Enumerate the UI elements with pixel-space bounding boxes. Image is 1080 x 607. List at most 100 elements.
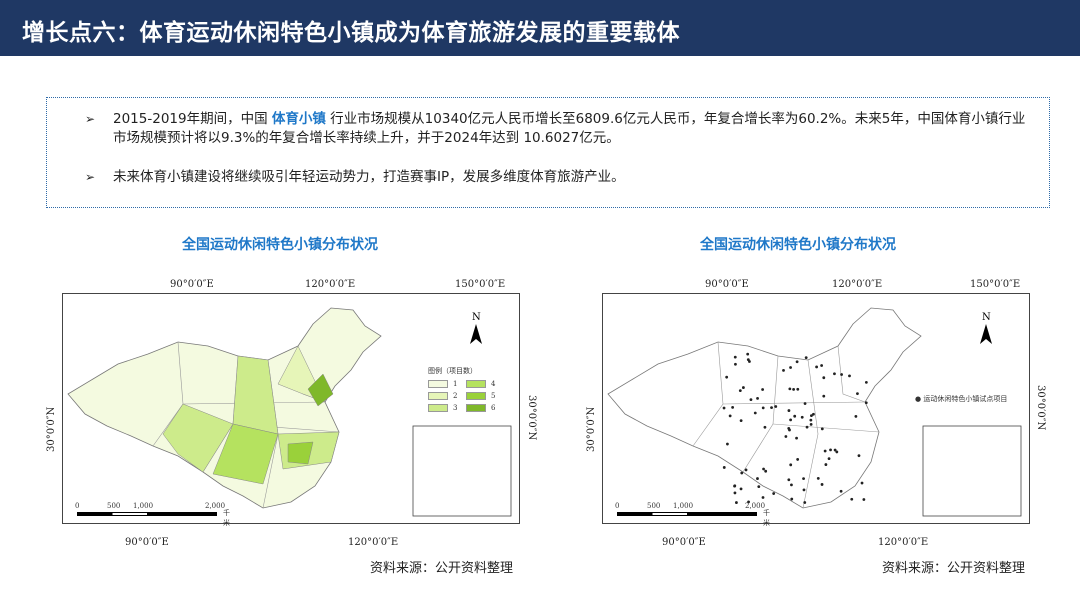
map-title-left: 全国运动休闲特色小镇分布状况	[182, 237, 378, 253]
town-dot	[747, 500, 750, 504]
town-dot	[787, 426, 791, 430]
town-dot	[740, 471, 744, 475]
town-dot	[822, 376, 826, 380]
town-dot	[840, 373, 843, 376]
town-dot	[833, 372, 836, 376]
legend-item: 5	[466, 392, 504, 400]
legend-item: 3	[428, 404, 466, 412]
town-dot	[734, 362, 737, 366]
town-dot	[761, 388, 765, 391]
scale-label: 2,000	[745, 502, 766, 510]
bullet-1: ➢ 2015-2019年期间，中国 体育小镇 行业市场规模从10340亿元人民币…	[85, 110, 1037, 148]
town-dot	[805, 425, 809, 429]
highlight-text: 体育小镇	[271, 111, 326, 127]
legend-item: 6	[466, 404, 504, 412]
town-dot	[735, 501, 738, 504]
town-dot	[746, 358, 750, 362]
town-dot	[815, 365, 819, 369]
scale-label: 0	[75, 502, 80, 510]
coord-label: 30°0′0″N	[586, 406, 597, 452]
china-outline	[67, 307, 382, 509]
legend-item: 4	[466, 380, 504, 388]
town-dot	[857, 454, 861, 458]
town-dot	[772, 492, 776, 495]
town-dot	[803, 501, 807, 504]
town-dot	[820, 427, 824, 431]
coord-label: 120°0′0″E	[832, 279, 883, 290]
province-region	[307, 373, 334, 407]
north-arrow-icon	[980, 324, 992, 344]
town-dot	[733, 491, 737, 495]
scale-label: 2,000	[205, 502, 226, 510]
town-dot	[757, 485, 761, 489]
town-dot	[864, 401, 868, 405]
town-dot	[764, 469, 768, 473]
town-dot	[756, 397, 759, 400]
town-dot	[809, 418, 813, 422]
bullet-text: 行业市场规模从10340亿元人民币增长至6809.6亿元人民币，年复合增长率为6…	[113, 111, 1026, 146]
summary-box: ➢ 2015-2019年期间，中国 体育小镇 行业市场规模从10340亿元人民币…	[46, 97, 1050, 208]
town-dot	[795, 360, 799, 364]
town-dot	[770, 406, 773, 410]
town-dot	[739, 419, 743, 423]
town-dot	[820, 483, 824, 486]
town-dot	[789, 418, 793, 422]
town-dot	[822, 394, 826, 398]
town-dot	[790, 497, 794, 501]
town-dot	[746, 352, 750, 356]
town-dot	[784, 435, 788, 438]
town-dot	[788, 387, 792, 391]
china-choropleth-map: N	[67, 307, 512, 517]
town-dot	[850, 497, 854, 501]
province-region	[287, 441, 314, 465]
arrow-icon: ➢	[85, 112, 96, 126]
scale-label: 500	[647, 502, 661, 510]
map-legend: ● 运动休闲特色小镇试点项目	[915, 395, 1008, 403]
north-label: N	[472, 312, 481, 323]
bullet-text: 2015-2019年期间，中国	[113, 111, 272, 127]
coord-label: 90°0′0″E	[125, 537, 169, 548]
town-dot	[856, 392, 859, 396]
town-dot	[761, 406, 765, 410]
town-dot	[726, 442, 729, 446]
province-border	[722, 401, 866, 405]
town-dot	[835, 450, 839, 454]
south-china-sea-inset	[922, 425, 1022, 517]
town-dot	[800, 415, 804, 419]
town-dot	[804, 356, 808, 360]
coord-label: 90°0′0″E	[662, 537, 706, 548]
coord-label: 30°0′0″N	[46, 406, 57, 452]
north-label: N	[982, 312, 991, 323]
town-dot	[728, 414, 732, 418]
bullet-text: 未来体育小镇建设将继续吸引年轻运动势力，打造赛事IP，发展多维度体育旅游产业。	[113, 169, 625, 185]
town-dot	[761, 496, 765, 499]
town-dot	[742, 386, 745, 389]
town-dot	[789, 463, 793, 467]
source-note: 资料来源：公开资料整理	[882, 561, 1026, 576]
province-border	[772, 423, 880, 433]
town-dot	[739, 487, 743, 491]
town-dot	[796, 458, 800, 461]
town-dot	[823, 449, 827, 453]
town-dot	[816, 477, 820, 480]
map-right: N ● 运动休闲特色小镇试点项目 0 500 1,000 2,000 千米	[602, 293, 1030, 527]
town-dot	[749, 398, 753, 402]
town-dot	[722, 406, 726, 410]
town-dot	[796, 387, 800, 391]
page-title: 增长点六：体育运动休闲特色小镇成为体育旅游发展的重要载体	[22, 20, 680, 46]
town-dot	[795, 436, 798, 440]
coord-label: 30°0′0″N	[1035, 385, 1046, 431]
town-dot	[809, 422, 813, 426]
coord-label: 90°0′0″E	[705, 279, 749, 290]
town-dot	[833, 448, 837, 452]
town-dot	[738, 389, 742, 392]
town-dot	[722, 466, 726, 469]
town-dot	[733, 484, 736, 488]
province-region	[212, 423, 279, 485]
coord-label: 120°0′0″E	[878, 537, 929, 548]
town-dot	[862, 498, 866, 501]
town-dot	[782, 368, 785, 372]
source-note: 资料来源：公开资料整理	[370, 561, 514, 576]
